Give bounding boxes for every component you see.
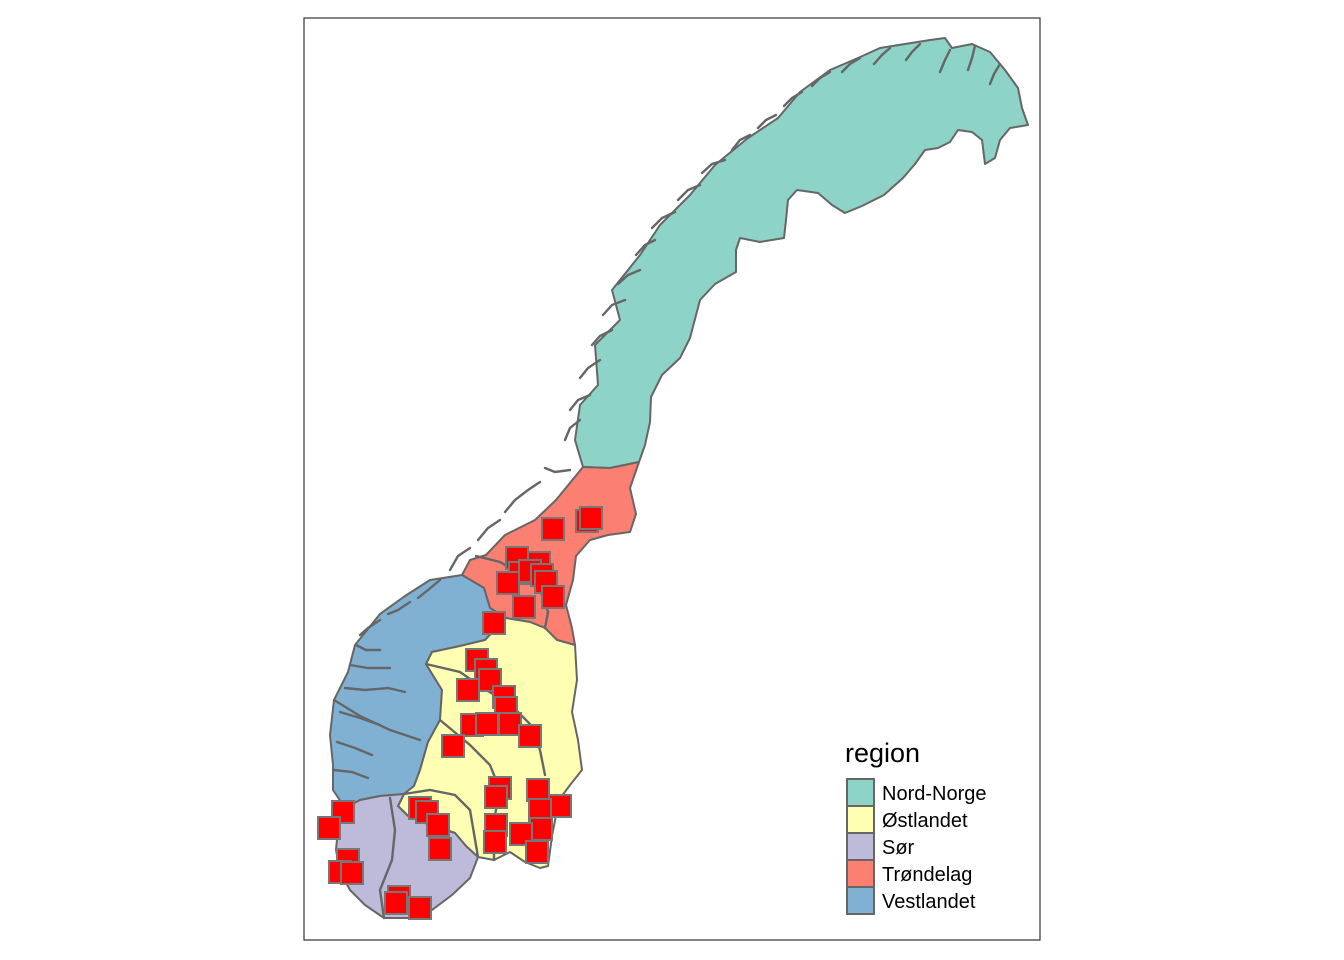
region-nord-norge <box>574 37 1029 469</box>
site-marker <box>579 506 603 530</box>
legend: region Nord-Norge Østlandet Sør Trøndelag Ve… <box>845 738 986 915</box>
legend-label-trondelag: Trøndelag <box>882 864 972 886</box>
site-marker <box>541 585 565 609</box>
site-marker <box>529 817 553 841</box>
site-marker <box>512 595 536 619</box>
site-marker <box>509 822 533 846</box>
legend-label-nord-norge: Nord-Norge <box>882 783 986 805</box>
site-marker <box>456 678 480 702</box>
site-marker <box>408 896 432 920</box>
site-marker <box>441 734 465 758</box>
site-marker <box>518 724 542 748</box>
legend-entries: Nord-Norge Østlandet Sør Trøndelag Vestlande… <box>846 778 986 915</box>
legend-key-trondelag <box>846 859 875 888</box>
site-marker <box>526 778 550 802</box>
legend-title: region <box>845 738 920 768</box>
legend-label-vestlandet: Vestlandet <box>882 891 976 913</box>
site-marker <box>548 794 572 818</box>
site-markers <box>317 506 603 920</box>
site-marker <box>498 712 522 736</box>
site-marker <box>483 830 507 854</box>
site-marker <box>541 517 565 541</box>
legend-key-ostlandet <box>846 805 875 834</box>
site-marker <box>426 813 450 837</box>
site-marker <box>482 611 506 635</box>
legend-key-nord-norge <box>846 778 875 807</box>
site-marker <box>384 891 408 915</box>
legend-key-vestlandet <box>846 886 875 915</box>
site-marker <box>428 837 452 861</box>
site-marker <box>475 712 499 736</box>
coastline-detail <box>332 42 1002 780</box>
site-marker <box>525 840 549 864</box>
legend-label-ostlandet: Østlandet <box>882 810 968 832</box>
site-marker <box>317 816 341 840</box>
site-marker <box>340 861 364 885</box>
site-marker <box>484 785 508 809</box>
legend-label-sor: Sør <box>882 837 915 859</box>
legend-key-sor <box>846 832 875 861</box>
site-marker <box>496 571 520 595</box>
